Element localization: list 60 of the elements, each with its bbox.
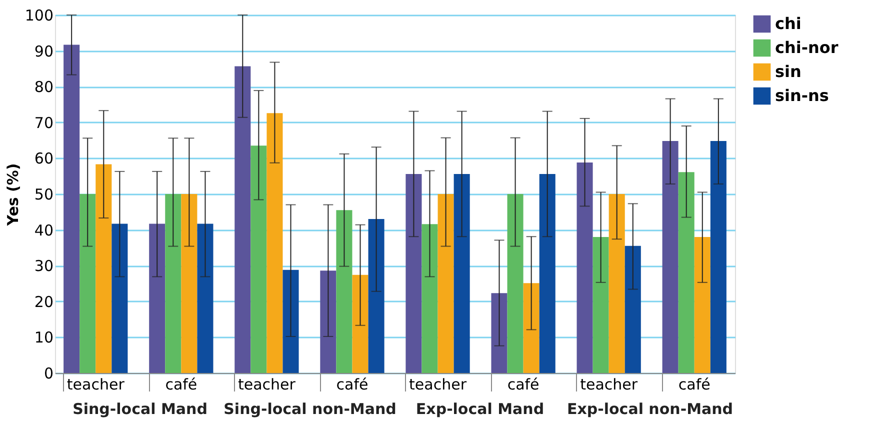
x-tick-label: café	[165, 376, 198, 394]
bar	[662, 141, 678, 373]
bar	[624, 246, 641, 373]
bar	[282, 270, 299, 373]
y-axis-title: Yes (%)	[4, 163, 22, 227]
y-tick-label: 100	[24, 6, 54, 24]
bar	[507, 194, 524, 373]
x-tick-label: café	[678, 376, 710, 394]
bar	[197, 224, 214, 373]
bar	[710, 141, 726, 373]
x-tick-label: café	[336, 376, 368, 394]
bar	[336, 210, 352, 373]
y-tick-label: 60	[34, 150, 54, 168]
bar	[576, 162, 593, 373]
x-tick-label: café	[507, 376, 540, 394]
bar	[80, 194, 96, 373]
x-tick-label: teacher	[238, 376, 296, 394]
y-tick-label: 50	[34, 186, 54, 204]
x-tick-label: teacher	[580, 376, 638, 394]
y-tick-label: 80	[34, 78, 54, 96]
bar	[539, 174, 556, 373]
bar	[454, 174, 470, 373]
legend-label: sin-ns	[775, 86, 829, 105]
legend-label: chi-nor	[775, 38, 838, 57]
y-tick-label: 90	[34, 42, 54, 60]
bar	[368, 219, 384, 373]
bar	[266, 113, 283, 373]
bar	[149, 224, 166, 373]
bar	[438, 194, 454, 373]
bar	[165, 194, 182, 373]
bar	[491, 293, 508, 373]
y-tick-label: 40	[34, 221, 54, 240]
y-tick-label: 10	[34, 328, 54, 347]
bar	[694, 236, 710, 373]
y-tick-label: 70	[34, 114, 54, 132]
bar	[352, 274, 368, 373]
bar	[608, 194, 625, 373]
bar	[678, 172, 694, 373]
text: Exp-local Mand	[416, 400, 544, 418]
bar	[523, 283, 540, 373]
text: Sing-local non-Mand	[224, 400, 396, 418]
x-tick-label: teacher	[66, 376, 126, 394]
bar	[96, 164, 112, 373]
text: Sing-local Mand	[72, 400, 208, 418]
bar	[112, 224, 128, 373]
y-tick-label: 20	[34, 292, 54, 311]
bar	[64, 44, 80, 373]
bar	[422, 224, 438, 373]
bar	[592, 236, 609, 373]
y-tick-label: 30	[34, 257, 54, 276]
bar	[234, 66, 251, 373]
bar	[406, 174, 422, 373]
text: Exp-local non-Mand	[566, 400, 734, 418]
bar	[181, 194, 198, 373]
bar	[250, 146, 267, 373]
x-tick-label: teacher	[409, 376, 468, 394]
bar	[320, 270, 336, 373]
y-tick-label: 0	[44, 364, 54, 382]
legend-label: sin	[775, 62, 802, 81]
legend-label: chi	[775, 14, 802, 33]
